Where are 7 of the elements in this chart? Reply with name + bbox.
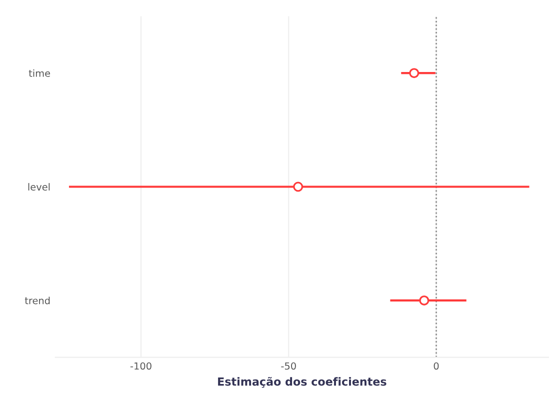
y-tick-label: level xyxy=(28,183,50,191)
x-axis-title: Estimação dos coeficientes xyxy=(218,376,386,388)
x-tick-label: 0 xyxy=(434,362,439,370)
x-tick-label: -50 xyxy=(281,362,296,370)
y-tick-label: time xyxy=(28,69,50,77)
y-tick-label: trend xyxy=(24,296,50,304)
x-tick-label: -100 xyxy=(130,362,152,370)
